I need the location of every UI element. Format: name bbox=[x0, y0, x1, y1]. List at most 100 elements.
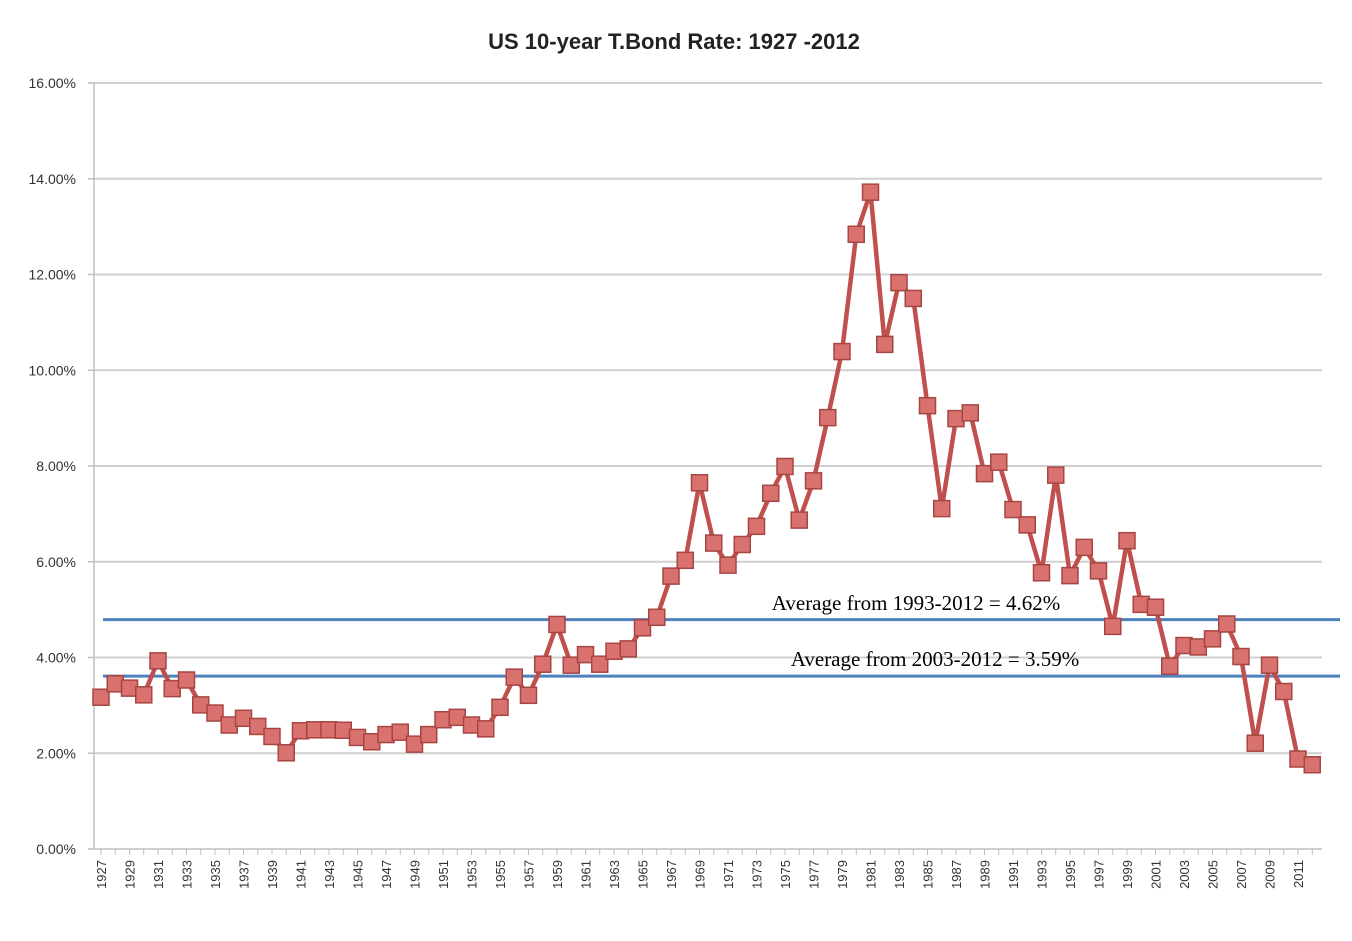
x-tick-label: 1955 bbox=[493, 860, 508, 889]
y-tick-label: 16.00% bbox=[29, 75, 76, 91]
x-tick-label: 1971 bbox=[721, 860, 736, 889]
data-point bbox=[591, 655, 609, 673]
data-point bbox=[1232, 647, 1250, 666]
x-tick-label: 1985 bbox=[921, 860, 936, 889]
x-tick-label: 2009 bbox=[1263, 860, 1278, 889]
data-point bbox=[1161, 657, 1179, 675]
y-tick-label: 0.00% bbox=[36, 841, 76, 857]
x-tick-label: 1957 bbox=[522, 860, 537, 889]
data-point bbox=[876, 335, 894, 354]
x-tick-label: 1999 bbox=[1120, 860, 1135, 889]
data-point bbox=[1275, 682, 1293, 701]
data-point bbox=[847, 225, 865, 244]
x-tick-label: 2007 bbox=[1234, 860, 1249, 889]
data-point bbox=[1218, 615, 1236, 633]
x-tick-label: 1963 bbox=[607, 860, 622, 889]
x-tick-label: 2001 bbox=[1149, 860, 1164, 889]
x-tick-label: 1967 bbox=[664, 860, 679, 889]
x-tick-label: 1949 bbox=[408, 860, 423, 889]
data-point bbox=[1075, 538, 1093, 557]
x-tick-label: 1929 bbox=[123, 860, 138, 889]
x-tick-label: 1959 bbox=[550, 860, 565, 889]
data-point bbox=[676, 551, 694, 570]
data-point bbox=[1089, 562, 1108, 580]
data-point bbox=[804, 472, 823, 490]
y-tick-label: 14.00% bbox=[29, 171, 76, 187]
data-point bbox=[505, 668, 523, 686]
x-tick-label: 1989 bbox=[978, 860, 993, 889]
x-tick-label: 2003 bbox=[1177, 860, 1192, 889]
data-point bbox=[534, 655, 552, 673]
x-tick-label: 1939 bbox=[265, 860, 280, 889]
y-tick-label: 2.00% bbox=[36, 745, 76, 761]
x-tick-label: 1975 bbox=[778, 860, 793, 889]
data-point bbox=[961, 404, 979, 422]
data-point bbox=[933, 499, 951, 518]
x-tick-label: 1977 bbox=[807, 860, 822, 889]
data-point bbox=[833, 342, 851, 361]
data-point bbox=[776, 457, 794, 476]
x-tick-label: 1965 bbox=[636, 860, 651, 889]
x-tick-label: 1995 bbox=[1063, 860, 1078, 889]
data-point bbox=[477, 720, 495, 738]
data-point bbox=[747, 517, 766, 536]
x-tick-label: 2011 bbox=[1291, 860, 1306, 888]
average-lines bbox=[103, 618, 1340, 678]
data-point bbox=[904, 289, 922, 308]
x-tick-label: 1951 bbox=[436, 860, 451, 889]
data-point bbox=[819, 408, 837, 427]
data-point bbox=[1032, 564, 1051, 582]
x-tick-label: 1953 bbox=[465, 860, 480, 889]
data-point bbox=[762, 484, 780, 503]
data-point bbox=[206, 704, 224, 722]
data-point bbox=[990, 453, 1008, 471]
data-point bbox=[1118, 531, 1136, 550]
data-point bbox=[1260, 656, 1279, 674]
x-tick-label: 1987 bbox=[949, 860, 964, 889]
axes bbox=[93, 83, 1322, 850]
data-point bbox=[918, 396, 937, 415]
x-tick-label: 1997 bbox=[1092, 860, 1107, 889]
data-point bbox=[690, 474, 709, 492]
chart-title: US 10-year T.Bond Rate: 1927 -2012 bbox=[488, 29, 860, 54]
y-tick-labels: 0.00% 2.00% 4.00% 6.00% 8.00% 10.00% 12.00% 14.… bbox=[29, 75, 76, 857]
y-tick-label: 6.00% bbox=[36, 554, 76, 570]
data-point bbox=[790, 511, 808, 529]
data-point bbox=[548, 615, 566, 634]
data-point bbox=[1047, 466, 1065, 484]
data-point bbox=[277, 744, 295, 762]
data-point bbox=[890, 273, 908, 292]
x-tick-label: 1931 bbox=[151, 860, 166, 889]
x-tick-label: 1981 bbox=[864, 860, 879, 889]
data-point bbox=[1246, 734, 1264, 752]
data-point bbox=[633, 619, 652, 637]
gridlines bbox=[88, 82, 1322, 850]
x-tick-label: 1979 bbox=[835, 860, 850, 889]
data-point bbox=[177, 671, 196, 689]
data-point bbox=[519, 686, 538, 705]
data-point bbox=[719, 556, 737, 574]
data-point bbox=[1303, 755, 1321, 774]
x-tick-label: 1973 bbox=[750, 860, 765, 889]
y-tick-label: 4.00% bbox=[36, 650, 76, 666]
data-point bbox=[149, 652, 167, 670]
data-point bbox=[249, 717, 267, 736]
x-tick-label: 1983 bbox=[892, 860, 907, 889]
data-point bbox=[576, 645, 595, 664]
data-point bbox=[705, 534, 723, 552]
data-point bbox=[1104, 617, 1122, 636]
data-point bbox=[263, 727, 281, 746]
annotation-average-1993-2012: Average from 1993-2012 = 4.62% bbox=[772, 591, 1060, 615]
data-point bbox=[491, 698, 509, 717]
x-tick-label: 1935 bbox=[208, 860, 223, 889]
y-tick-label: 10.00% bbox=[29, 362, 76, 378]
data-point bbox=[861, 183, 880, 201]
x-tick-label: 1961 bbox=[579, 860, 594, 889]
data-point bbox=[135, 686, 153, 704]
y-tick-label: 8.00% bbox=[36, 458, 76, 474]
data-point bbox=[405, 735, 424, 753]
series-bond-rate bbox=[92, 183, 1321, 774]
data-point bbox=[733, 535, 751, 554]
